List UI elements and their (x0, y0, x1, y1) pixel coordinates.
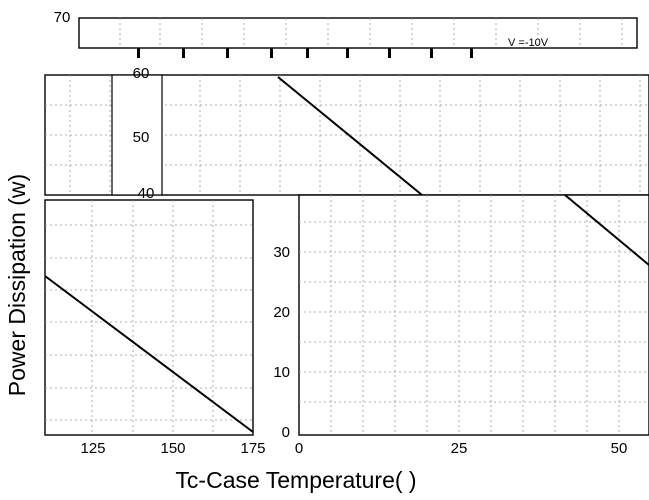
x-axis-label: Tc-Case Temperature( ) (175, 467, 416, 493)
bottom-right-panel-frame (298, 194, 649, 436)
bottom-left-panel (44, 199, 254, 436)
condition-annotation: V =-10V (508, 37, 549, 49)
tick-labels: 0255075100125150175010203040506070 (54, 9, 628, 457)
y-tick-label: 30 (273, 244, 290, 261)
fragment-mark (346, 48, 349, 58)
fragment-mark (388, 48, 391, 58)
fragment-mark (470, 48, 473, 58)
x-tick-label: 125 (80, 440, 105, 457)
y-tick-label: 20 (273, 304, 290, 321)
top-panel: V =-10V (78, 17, 638, 58)
bottom-left-panel-frame (44, 199, 254, 436)
middle-panel (44, 74, 649, 196)
bottom-right-panel (298, 194, 649, 436)
series-line-segment (44, 275, 254, 433)
top-panel-frame (78, 17, 638, 49)
y-tick-label: 60 (133, 65, 150, 82)
y-tick-label: 70 (54, 9, 71, 26)
y-tick-label: 40 (138, 185, 155, 202)
chart-panels: V =-10V (44, 17, 649, 436)
fragment-mark (226, 48, 229, 58)
series-line-segment (564, 194, 649, 266)
fragment-mark (137, 48, 140, 58)
x-tick-label: 150 (160, 440, 185, 457)
x-tick-label: 25 (451, 440, 468, 457)
fragment-mark (270, 48, 273, 58)
series-line-segment (277, 76, 423, 196)
x-tick-label: 0 (295, 440, 303, 457)
inset-frame (111, 74, 163, 196)
fragment-mark (430, 48, 433, 58)
x-tick-label: 175 (240, 440, 265, 457)
fragment-mark (182, 48, 185, 58)
y-tick-label: 50 (133, 129, 150, 146)
fragment-mark (306, 48, 309, 58)
x-tick-label: 50 (611, 440, 628, 457)
y-axis-label: Power Dissipation (w) (4, 174, 30, 396)
y-tick-label: 10 (273, 364, 290, 381)
y-tick-label: 0 (282, 424, 290, 441)
